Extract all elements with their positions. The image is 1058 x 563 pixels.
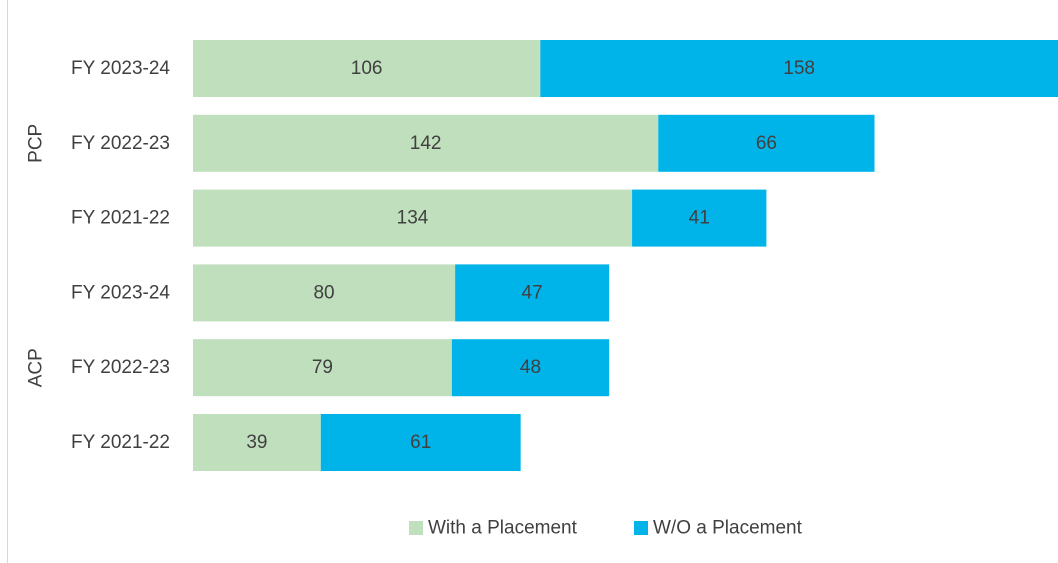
data-label: 142 xyxy=(410,133,442,154)
data-label: 134 xyxy=(397,208,429,229)
bar-segment-with-placement xyxy=(193,264,456,322)
data-label: 39 xyxy=(246,432,267,453)
legend-label: W/O a Placement xyxy=(653,518,803,539)
category-label: FY 2021-22 xyxy=(71,208,170,229)
data-label: 106 xyxy=(351,58,383,79)
category-label: FY 2022-23 xyxy=(71,357,170,378)
data-label: 80 xyxy=(313,282,334,303)
data-label: 66 xyxy=(756,133,777,154)
bars-layer xyxy=(193,40,1058,471)
bar-segment-without-placement xyxy=(455,264,610,322)
data-label: 41 xyxy=(689,208,710,229)
category-label: FY 2021-22 xyxy=(71,432,170,453)
data-label: 79 xyxy=(312,357,333,378)
bar-segment-with-placement xyxy=(193,339,452,397)
legend-label: With a Placement xyxy=(428,518,578,539)
bar-segment-with-placement xyxy=(193,40,541,97)
data-label: 48 xyxy=(520,357,541,378)
category-label: FY 2022-23 xyxy=(71,133,170,154)
group-label: PCP xyxy=(26,124,47,163)
data-label: 47 xyxy=(522,282,543,303)
bar-segment-without-placement xyxy=(632,189,767,247)
data-label: 158 xyxy=(783,58,815,79)
category-label: FY 2023-24 xyxy=(71,58,170,79)
bar-segment-with-placement xyxy=(193,114,659,172)
bar-segment-without-placement xyxy=(451,339,610,397)
legend: With a Placement W/O a Placement xyxy=(409,518,803,539)
bar-segment-with-placement xyxy=(193,414,321,471)
labels-layer: FY 2023-24 106 158 FY 2022-23 142 66 FY 2021-2… xyxy=(26,58,816,453)
category-label: FY 2023-24 xyxy=(71,282,170,303)
bar-segment-without-placement xyxy=(320,414,521,471)
legend-swatch xyxy=(409,521,423,535)
legend-swatch xyxy=(634,521,648,535)
group-label: ACP xyxy=(26,348,47,387)
bar-segment-without-placement xyxy=(658,114,875,172)
bar-segment-without-placement xyxy=(540,40,1058,97)
data-label: 61 xyxy=(410,432,431,453)
bar-segment-with-placement xyxy=(193,189,633,247)
